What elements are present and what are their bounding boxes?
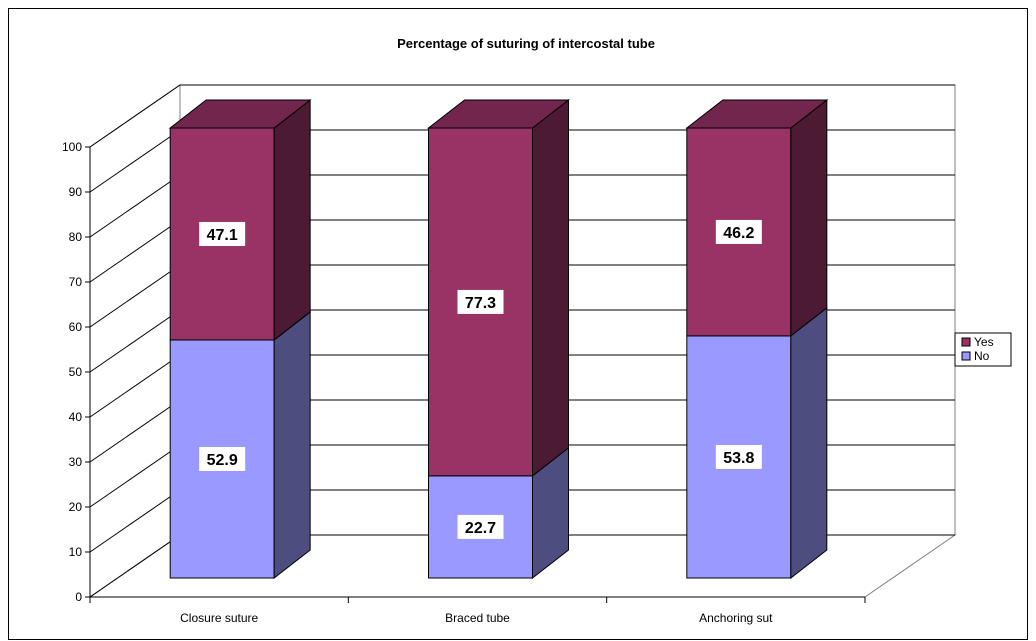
gridline-side xyxy=(89,264,181,328)
y-tick-label: 80 xyxy=(69,230,83,244)
legend-label-no: No xyxy=(974,349,990,363)
y-tick-label: 60 xyxy=(69,320,83,334)
bar-no-side xyxy=(273,310,311,580)
legend-swatch-yes xyxy=(961,337,971,347)
chart-title: Percentage of suturing of intercostal tu… xyxy=(397,36,655,51)
bars xyxy=(168,98,829,580)
gridline-side xyxy=(89,354,181,418)
y-tick-label: 20 xyxy=(69,500,83,514)
bar-yes-side xyxy=(790,98,828,337)
y-tick-label: 100 xyxy=(62,140,82,154)
y-tick-label: 30 xyxy=(69,455,83,469)
gridline-side xyxy=(89,129,181,193)
gridline-side xyxy=(89,84,181,148)
gridline-side xyxy=(89,219,181,283)
x-tick-label: Braced tube xyxy=(445,611,510,625)
x-tick-label: Anchoring sut xyxy=(699,611,773,625)
data-label-bg xyxy=(715,444,762,469)
data-label-bg xyxy=(199,221,246,246)
data-label: 52.9 xyxy=(207,452,238,469)
y-axis: 0 10 20 30 40 50 60 70 80 90 100 xyxy=(62,140,91,604)
bar-yes-top xyxy=(168,99,312,129)
data-label-bg xyxy=(715,219,762,244)
bar-no-side xyxy=(790,306,828,580)
data-label: 77.3 xyxy=(465,295,496,312)
gridline-side xyxy=(89,309,181,373)
bar-yes-side xyxy=(273,98,311,341)
y-tick-label: 50 xyxy=(69,365,83,379)
data-label-bg xyxy=(457,514,504,539)
data-label: 22.7 xyxy=(465,520,496,537)
gridline-side xyxy=(89,174,181,238)
bar-yes-top xyxy=(427,99,570,129)
gridline-side xyxy=(89,534,181,598)
data-labels: 52.9 47.1 22.7 77.3 53.8 46.2 xyxy=(199,219,762,539)
gridline-side xyxy=(89,399,181,463)
data-label-bg xyxy=(199,446,246,471)
data-label: 53.8 xyxy=(723,450,754,467)
x-axis: Closure suture Braced tube Anchoring sut xyxy=(89,596,866,625)
legend-label-yes: Yes xyxy=(974,335,994,349)
gridline-side xyxy=(89,489,181,553)
data-label-bg xyxy=(457,289,504,314)
bar-yes-side xyxy=(532,98,569,477)
y-tick-label: 40 xyxy=(69,410,83,424)
y-tick-label: 0 xyxy=(75,590,82,604)
data-label: 46.2 xyxy=(723,225,754,242)
y-tick-label: 10 xyxy=(69,545,83,559)
y-tick-label: 70 xyxy=(69,275,83,289)
bar-yes-top xyxy=(685,99,829,129)
x-tick-label: Closure suture xyxy=(180,611,258,625)
gridline-side xyxy=(89,444,181,508)
data-label: 47.1 xyxy=(207,227,238,244)
y-tick-label: 90 xyxy=(69,185,83,199)
legend-swatch-no xyxy=(961,351,971,361)
